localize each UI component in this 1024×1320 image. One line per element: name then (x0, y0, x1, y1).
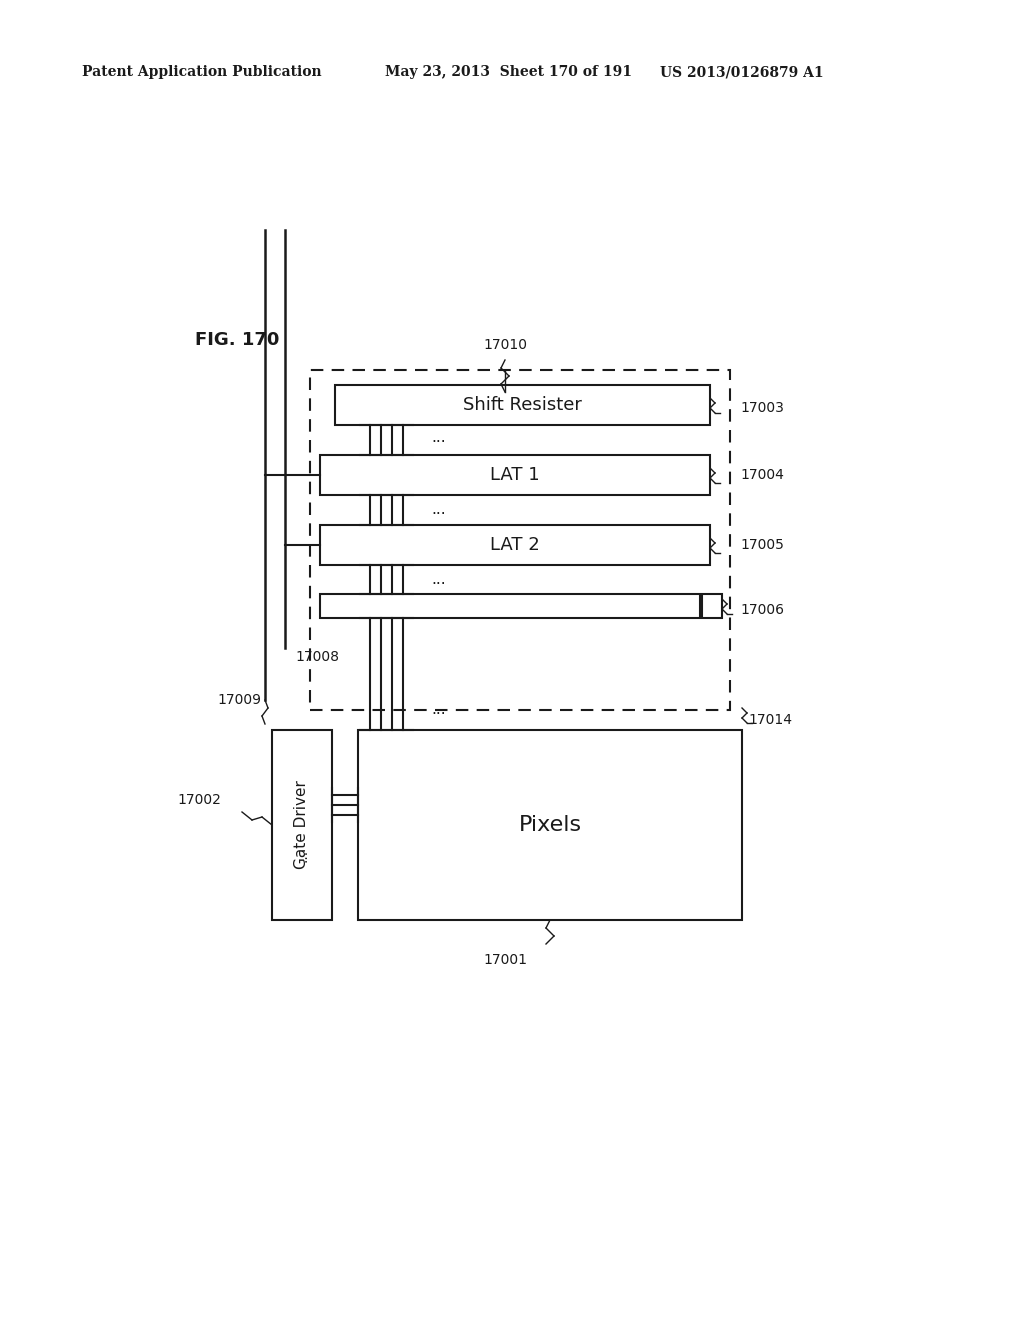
Bar (335, 385, 710, 425)
Bar (319, 525, 710, 565)
Text: 17006: 17006 (740, 603, 784, 616)
Text: 17003: 17003 (740, 401, 784, 414)
Text: FIG. 170: FIG. 170 (195, 331, 280, 348)
Text: Shift Resister: Shift Resister (463, 396, 582, 414)
Text: 17014: 17014 (748, 713, 792, 727)
Text: 17004: 17004 (740, 469, 784, 482)
Text: ...: ... (431, 503, 445, 517)
Text: ...: ... (295, 849, 309, 862)
Text: ...: ... (431, 702, 445, 718)
Text: Pixels: Pixels (518, 814, 582, 836)
Text: 17008: 17008 (295, 649, 339, 664)
Bar (319, 455, 710, 495)
Text: 17010: 17010 (483, 338, 527, 352)
Bar (358, 730, 742, 920)
Text: 17001: 17001 (483, 953, 527, 968)
Text: ...: ... (431, 573, 445, 587)
Text: 17002: 17002 (177, 793, 221, 807)
Bar (702, 594, 722, 618)
Text: Gate Driver: Gate Driver (295, 780, 309, 870)
Text: Patent Application Publication: Patent Application Publication (82, 65, 322, 79)
Text: US 2013/0126879 A1: US 2013/0126879 A1 (660, 65, 823, 79)
Bar (272, 730, 332, 920)
Text: 17009: 17009 (217, 693, 261, 708)
Text: 17005: 17005 (740, 539, 784, 552)
Text: LAT 2: LAT 2 (490, 536, 540, 554)
Bar (319, 594, 700, 618)
Text: ...: ... (431, 429, 445, 445)
Bar (310, 370, 730, 710)
Text: LAT 1: LAT 1 (490, 466, 540, 484)
Text: May 23, 2013  Sheet 170 of 191: May 23, 2013 Sheet 170 of 191 (385, 65, 632, 79)
